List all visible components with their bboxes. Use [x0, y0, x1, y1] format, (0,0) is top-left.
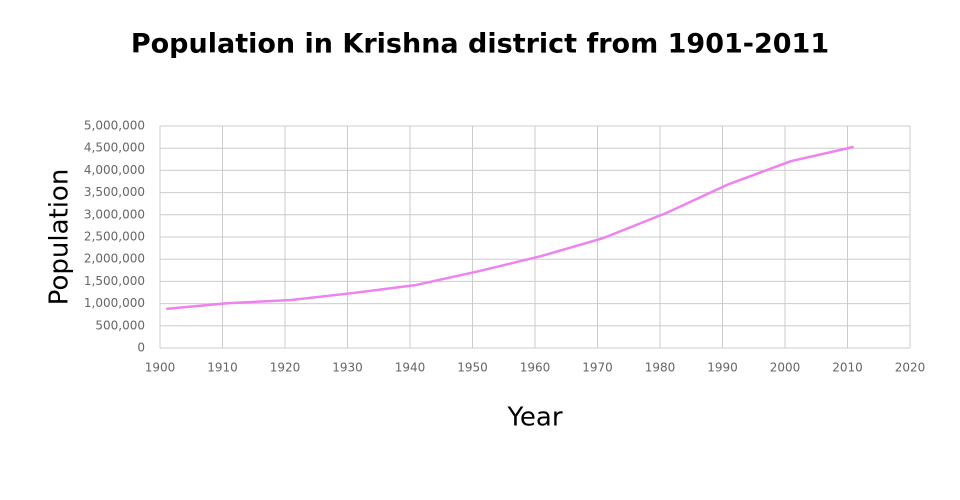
line [166, 145, 855, 311]
x-tick-label: 2020 [895, 361, 926, 375]
y-tick-label: 4,000,000 [84, 163, 145, 177]
y-tick-label: 3,500,000 [84, 185, 145, 199]
y-tick-label: 2,500,000 [84, 230, 145, 244]
x-tick-label: 2000 [770, 361, 801, 375]
x-tick-label: 1910 [207, 361, 238, 375]
x-tick-label: 1930 [332, 361, 363, 375]
x-tick-label: 1950 [457, 361, 488, 375]
y-tick-label: 3,000,000 [84, 207, 145, 221]
y-tick-label: 1,000,000 [84, 296, 145, 310]
x-tick-label: 1970 [582, 361, 613, 375]
y-tick-label: 0 [137, 341, 145, 355]
x-tick-label: 1900 [145, 361, 176, 375]
x-tick-label: 1920 [270, 361, 301, 375]
x-tick-label: 2010 [832, 361, 863, 375]
y-tick-label: 2,000,000 [84, 252, 145, 266]
chart-title: Population in Krishna district from 1901… [131, 29, 829, 60]
x-tick-label: 1960 [520, 361, 551, 375]
y-tick-label: 5,000,000 [84, 119, 145, 133]
x-tick-label: 1990 [707, 361, 738, 375]
x-tick-label: 1980 [645, 361, 676, 375]
x-axis-label: Year [506, 403, 562, 433]
y-tick-label: 500,000 [95, 318, 145, 332]
x-tick-label: 1940 [395, 361, 426, 375]
y-tick-label: 1,500,000 [84, 274, 145, 288]
y-axis-label: Population [45, 169, 75, 306]
y-tick-label: 4,500,000 [84, 141, 145, 155]
